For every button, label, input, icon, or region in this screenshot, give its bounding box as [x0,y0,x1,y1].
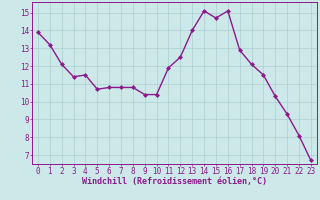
X-axis label: Windchill (Refroidissement éolien,°C): Windchill (Refroidissement éolien,°C) [82,177,267,186]
